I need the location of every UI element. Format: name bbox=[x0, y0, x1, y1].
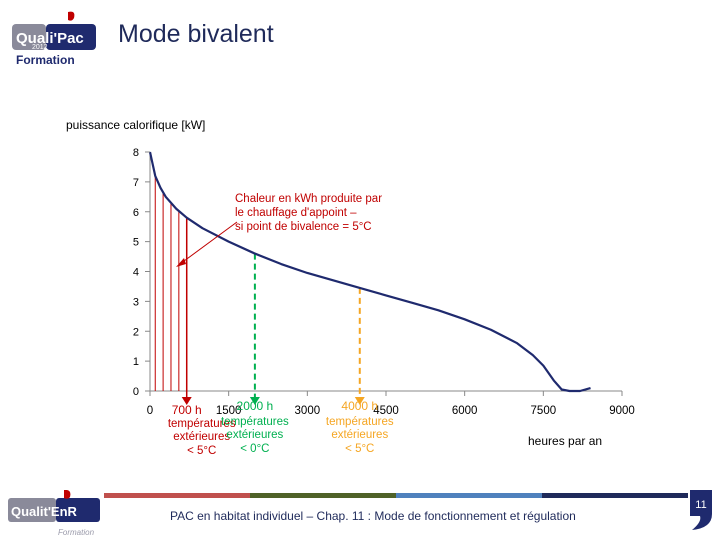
annotation: Chaleur en kWh produite par le chauffage… bbox=[235, 192, 382, 234]
marker-arrow-icon bbox=[181, 397, 192, 405]
marker-text-line: températures bbox=[220, 416, 289, 428]
marker-hours-label: 4000 h bbox=[341, 399, 379, 413]
y-tick-label: 0 bbox=[133, 386, 139, 398]
page-number: 11 bbox=[695, 499, 706, 511]
x-axis-label: heures par an bbox=[528, 434, 603, 448]
marker-text-line: températures bbox=[167, 418, 236, 430]
marker-text-line: extérieures bbox=[173, 431, 231, 443]
x-tick-label: 9000 bbox=[609, 405, 635, 417]
logo-apostrophe-icon bbox=[64, 490, 71, 499]
x-tick-label: 7500 bbox=[531, 405, 557, 417]
marker-hours-label: 700 h bbox=[171, 403, 202, 417]
marker-arrow-icon bbox=[354, 397, 365, 405]
footer-color-bar bbox=[104, 493, 688, 498]
y-tick-label: 5 bbox=[133, 237, 139, 249]
y-axis-label: puissance calorifique [kW] bbox=[66, 118, 206, 132]
x-tick-label: 4500 bbox=[373, 405, 399, 417]
annotation-line-3: si point de bivalence = 5°C bbox=[235, 221, 372, 233]
annotation-line-2: le chauffage d'appoint – bbox=[235, 207, 357, 219]
y-tick-label: 6 bbox=[133, 207, 139, 219]
y-tick-label: 7 bbox=[133, 177, 139, 189]
page-title: Mode bivalent bbox=[118, 20, 274, 48]
logo-year: 2012 bbox=[32, 44, 48, 51]
annotation-pointer bbox=[179, 221, 238, 265]
footer-logo-subtitle: Formation bbox=[58, 528, 95, 537]
y-tick-label: 8 bbox=[133, 147, 139, 159]
logo-subtitle: Formation bbox=[16, 53, 75, 67]
marker-text-line: < 0°C bbox=[240, 443, 270, 455]
y-tick-label: 4 bbox=[133, 267, 139, 279]
x-tick-label: 0 bbox=[147, 405, 153, 417]
logo-apostrophe-icon bbox=[68, 11, 75, 21]
x-tick-label: 3000 bbox=[295, 405, 321, 417]
marker-arrow-icon bbox=[249, 397, 260, 405]
series-line bbox=[148, 151, 591, 393]
marker-text-line: extérieures bbox=[226, 429, 284, 441]
marker-temperature-text: températures extérieures < 5°C bbox=[316, 416, 404, 456]
page-number-badge: 11 bbox=[690, 490, 712, 530]
marker-temperature-text: températures extérieures < 0°C bbox=[211, 416, 299, 456]
footer-text: PAC en habitat individuel – Chap. 11 : M… bbox=[170, 509, 576, 523]
annotation-line-1: Chaleur en kWh produite par bbox=[235, 193, 383, 205]
y-tick-label: 2 bbox=[133, 326, 139, 338]
footer-logo-text: Qualit'EnR bbox=[11, 504, 78, 519]
y-tick-label: 3 bbox=[133, 296, 139, 308]
marker-text-line: < 5°C bbox=[187, 445, 217, 457]
y-tick-label: 1 bbox=[133, 356, 139, 368]
marker-text-line: températures bbox=[325, 416, 394, 428]
qualitenr-logo: Qualit'EnR Formation bbox=[8, 490, 100, 537]
x-tick-label: 6000 bbox=[452, 405, 478, 417]
marker-text-line: extérieures bbox=[331, 429, 389, 441]
x-tick-label: 1500 bbox=[216, 405, 242, 417]
marker-text-line: < 5°C bbox=[345, 443, 375, 455]
marker-hours-label: 2000 h bbox=[236, 399, 274, 413]
logo-text: Quali'Pac bbox=[16, 30, 84, 47]
annotation-arrow-icon bbox=[176, 258, 186, 267]
qualipac-logo: Quali'Pac 2012 Formation bbox=[12, 11, 96, 67]
marker-temperature-text: températures extérieures < 5°C bbox=[158, 418, 246, 458]
